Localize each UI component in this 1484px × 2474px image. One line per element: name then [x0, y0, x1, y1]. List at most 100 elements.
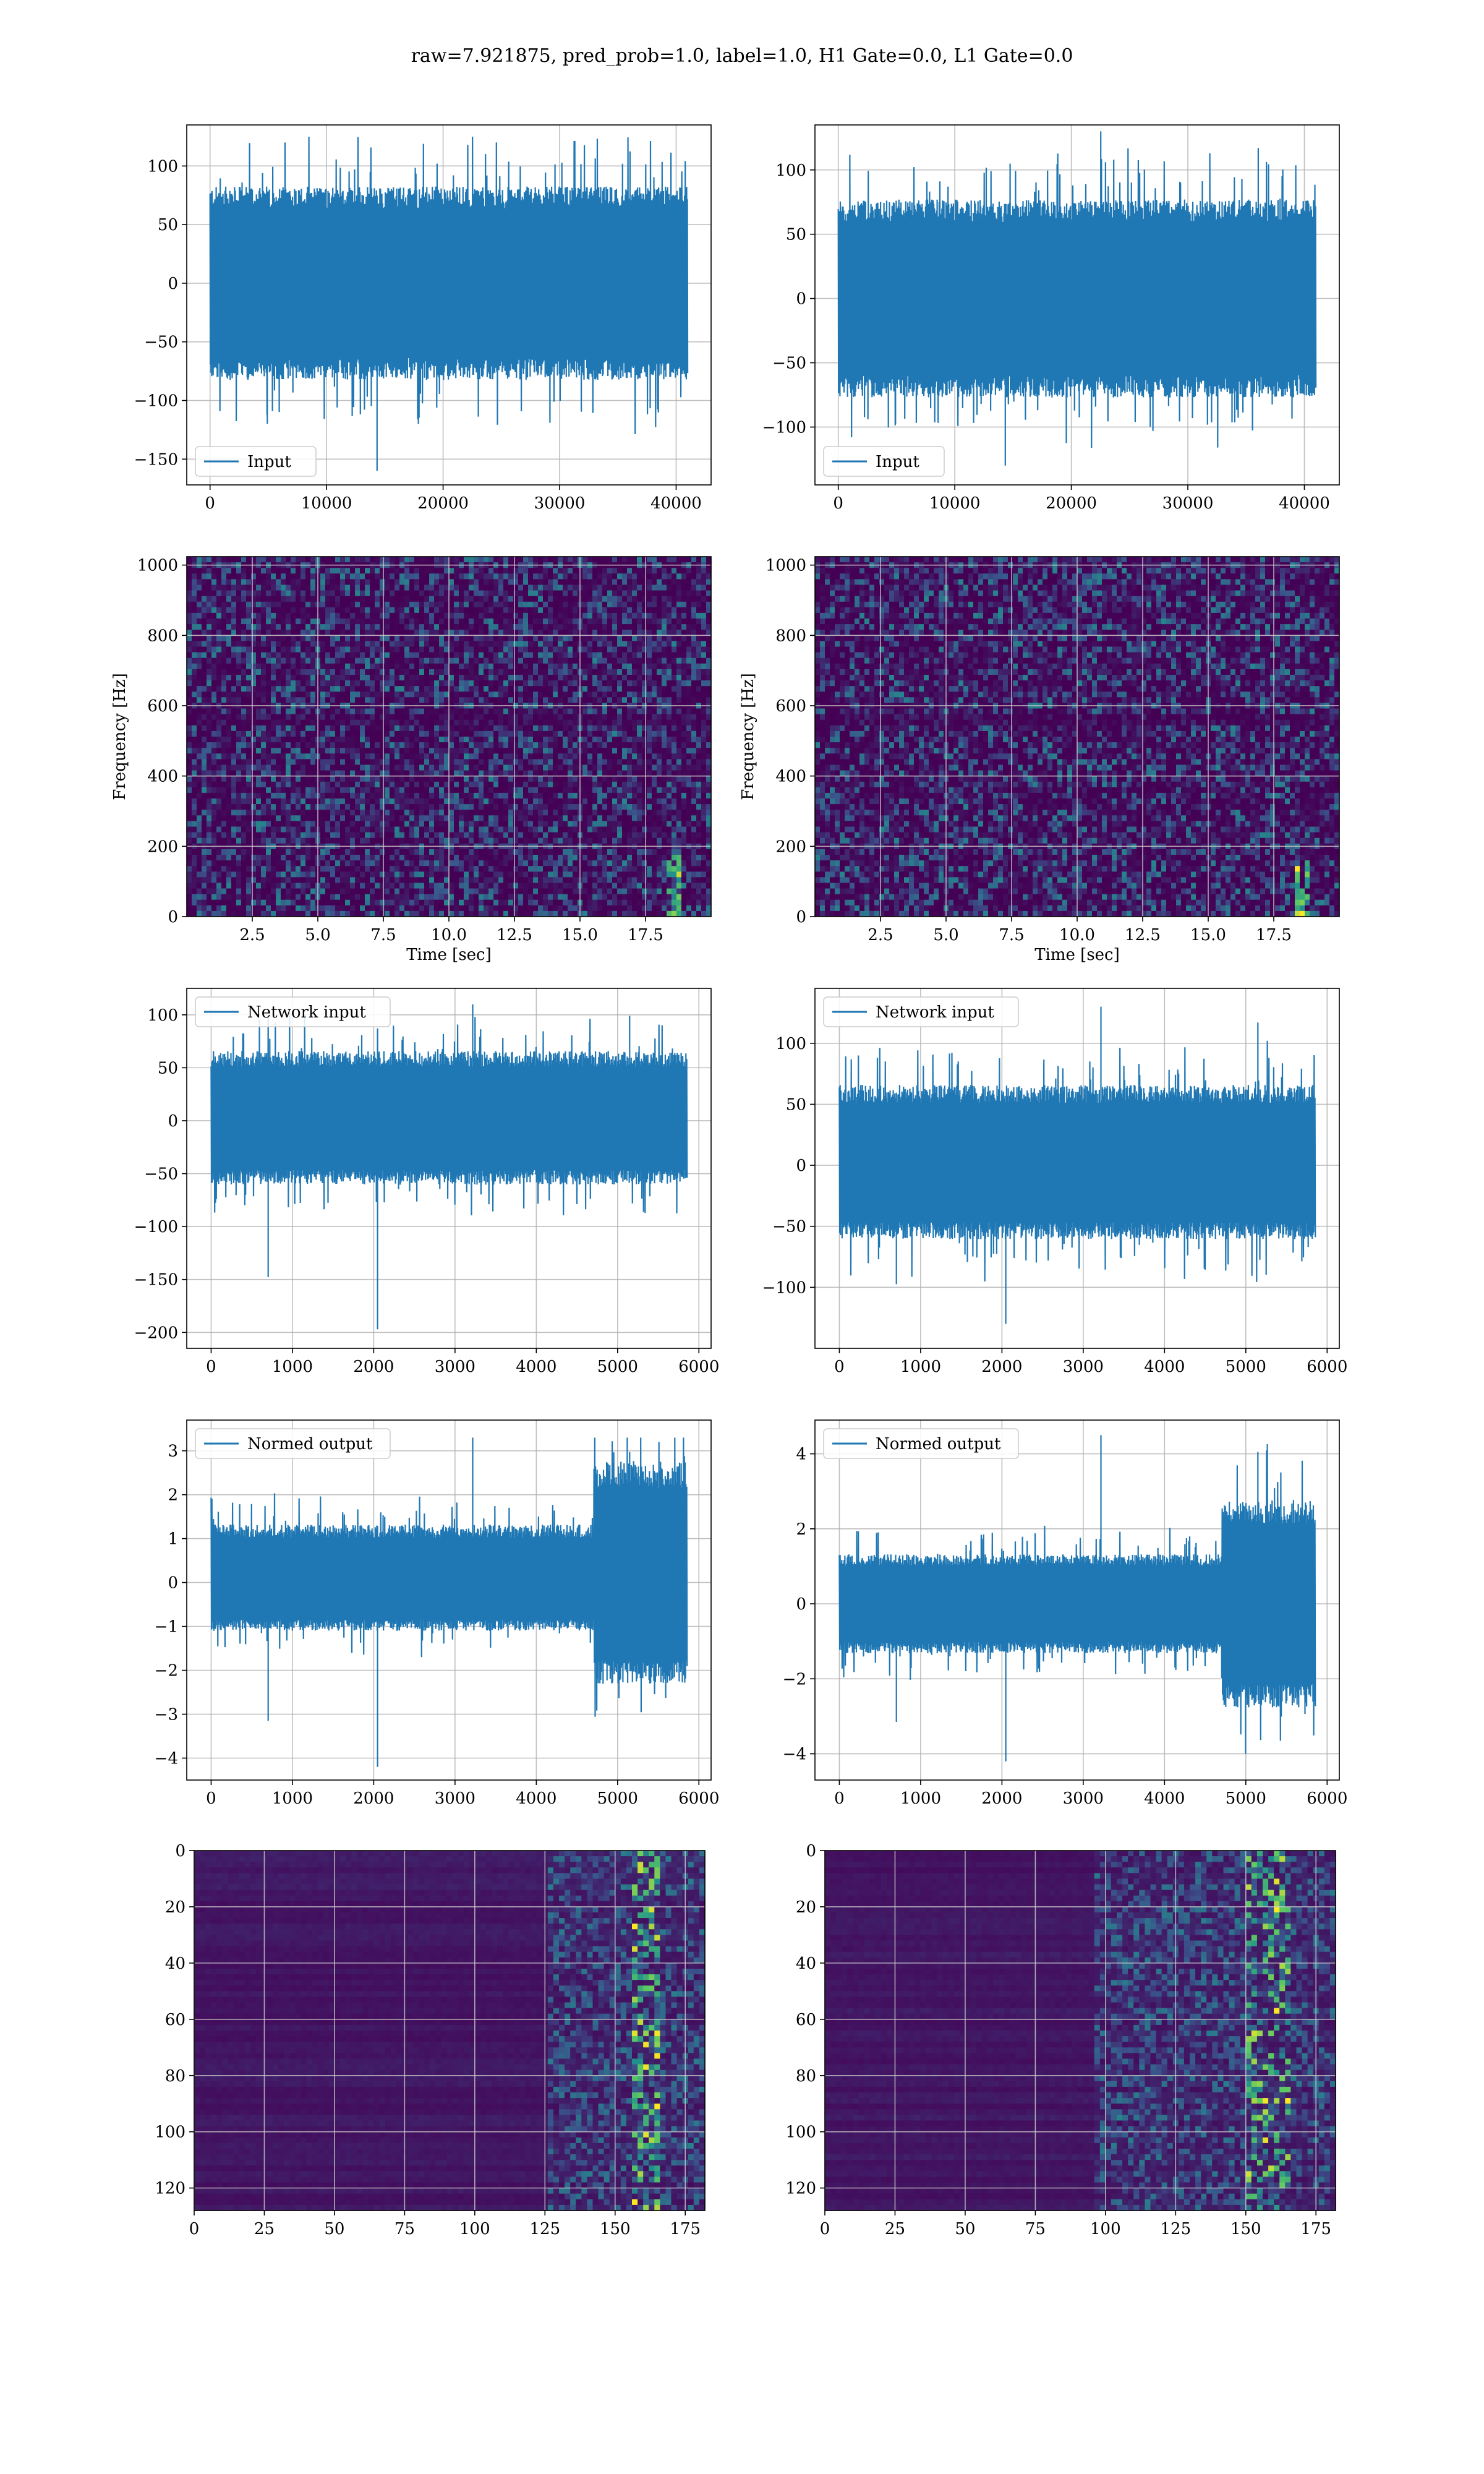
- heatmap-cell: [696, 568, 702, 574]
- heatmap-cell: [513, 686, 519, 692]
- heatmap-cell: [335, 730, 341, 737]
- heatmap-cell: [474, 708, 479, 715]
- heatmap-cell: [543, 641, 548, 648]
- heatmap-cell: [493, 742, 499, 748]
- heatmap-cell: [587, 708, 593, 715]
- heatmap-cell: [291, 646, 296, 653]
- heatmap-cell: [419, 730, 425, 737]
- heatmap-cell: [676, 584, 682, 591]
- heatmap-cell: [617, 725, 623, 732]
- heatmap-cell: [246, 590, 252, 597]
- heatmap-cell: [602, 590, 608, 597]
- heatmap-cell: [612, 725, 618, 732]
- heatmap-cell: [667, 742, 672, 748]
- heatmap-cell: [503, 781, 509, 788]
- axes-input_h1: 0 10000 20000 30000 40000−150−100−50050100In…: [134, 124, 712, 513]
- heatmap-cell: [548, 708, 553, 715]
- heatmap-cell: [533, 737, 539, 743]
- heatmap-cell: [365, 764, 370, 771]
- heatmap-cell: [667, 764, 672, 771]
- figure-title: raw=7.921875, pred_prob=1.0, label=1.0, …: [411, 45, 1073, 67]
- heatmap-cell: [612, 584, 618, 591]
- heatmap-cell: [256, 708, 262, 715]
- heatmap-cell: [582, 708, 588, 715]
- heatmap-cell: [602, 584, 608, 591]
- heatmap-cell: [325, 730, 331, 737]
- heatmap-cell: [459, 590, 464, 597]
- heatmap-cell: [582, 730, 588, 737]
- heatmap-cell: [503, 652, 509, 659]
- heatmap-cell: [696, 680, 702, 687]
- heatmap-cell: [281, 612, 286, 619]
- heatmap-cell: [597, 657, 603, 664]
- heatmap-cell: [691, 708, 697, 715]
- heatmap-cell: [241, 573, 247, 580]
- heatmap-cell: [355, 753, 360, 760]
- heatmap-cell: [266, 590, 271, 597]
- heatmap-cell: [518, 714, 524, 721]
- heatmap-cell: [365, 669, 370, 675]
- heatmap-cell: [434, 691, 440, 698]
- heatmap-cell: [276, 568, 281, 574]
- heatmap-cell: [647, 607, 652, 614]
- heatmap-cell: [261, 764, 267, 771]
- heatmap-cell: [365, 618, 370, 625]
- heatmap-cell: [592, 573, 598, 580]
- heatmap-cell: [207, 680, 212, 687]
- heatmap-cell: [632, 675, 638, 681]
- heatmap-cell: [573, 697, 578, 703]
- heatmap-cell: [256, 641, 262, 648]
- heatmap-cell: [449, 686, 454, 692]
- heatmap-cell: [226, 641, 232, 648]
- heatmap-cell: [498, 557, 504, 563]
- heatmap-cell: [390, 730, 395, 737]
- heatmap-cell: [256, 719, 262, 726]
- heatmap-cell: [612, 770, 618, 777]
- heatmap-cell: [394, 810, 400, 816]
- heatmap-cell: [538, 776, 544, 782]
- heatmap-cell: [355, 804, 360, 810]
- heatmap-cell: [469, 691, 474, 698]
- heatmap-cell: [528, 618, 534, 625]
- heatmap-cell: [503, 596, 509, 602]
- heatmap-cell: [503, 725, 509, 732]
- heatmap-cell: [375, 686, 380, 692]
- heatmap-cell: [696, 669, 702, 675]
- y-tick-label: −50: [144, 333, 178, 352]
- heatmap-cell: [587, 737, 593, 743]
- heatmap-cell: [370, 714, 375, 721]
- heatmap-cell: [469, 624, 474, 630]
- heatmap-cell: [553, 697, 558, 703]
- heatmap-cell: [587, 635, 593, 641]
- heatmap-cell: [622, 669, 628, 675]
- heatmap-cell: [558, 792, 563, 799]
- heatmap-cell: [642, 579, 647, 586]
- heatmap-cell: [216, 680, 222, 687]
- heatmap-cell: [602, 618, 608, 625]
- heatmap-cell: [360, 680, 365, 687]
- heatmap-cell: [444, 787, 450, 794]
- heatmap-cell: [375, 641, 380, 648]
- heatmap-cell: [508, 607, 514, 614]
- heatmap-cell: [192, 781, 197, 788]
- heatmap-cell: [375, 753, 380, 760]
- heatmap-cell: [508, 776, 514, 782]
- heatmap-cell: [429, 652, 435, 659]
- heatmap-cell: [390, 630, 395, 636]
- heatmap-cell: [266, 798, 271, 805]
- heatmap-cell: [385, 759, 390, 766]
- heatmap-cell: [390, 657, 395, 664]
- heatmap-cell: [390, 601, 395, 608]
- heatmap-cell: [632, 697, 638, 703]
- heatmap-cell: [429, 641, 435, 648]
- heatmap-cell: [488, 663, 494, 670]
- heatmap-cell: [513, 680, 519, 687]
- heatmap-cell: [330, 669, 336, 675]
- heatmap-cell: [523, 612, 529, 619]
- heatmap-cell: [444, 663, 450, 670]
- heatmap-cell: [686, 652, 692, 659]
- heatmap-cell: [607, 708, 613, 715]
- heatmap-cell: [439, 557, 445, 563]
- heatmap-cell: [355, 568, 360, 574]
- heatmap-cell: [538, 624, 544, 630]
